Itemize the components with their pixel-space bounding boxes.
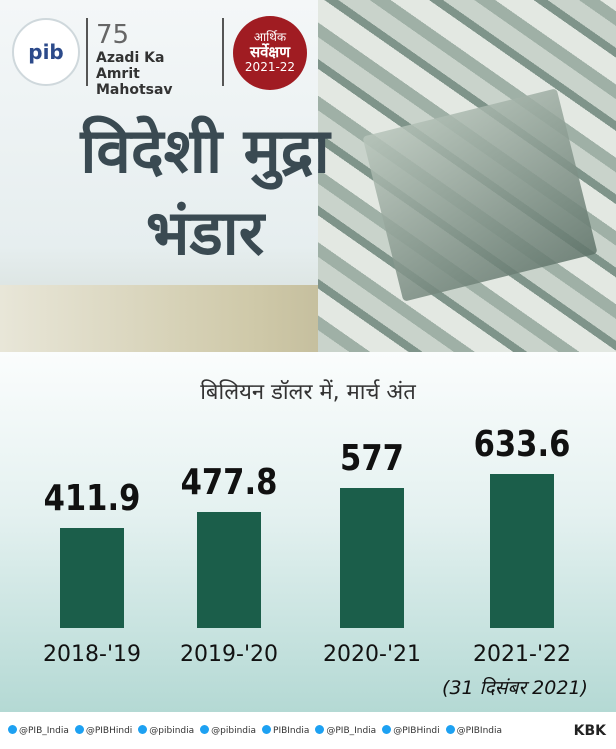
bar [490, 474, 554, 628]
logo-text: Amrit Mahotsav [96, 66, 173, 98]
social-handle: PIBIndia [262, 725, 309, 736]
value-label: 633.6 [473, 424, 571, 466]
azadi-logo: 75 Azadi Ka Amrit Mahotsav [96, 20, 216, 98]
annotation: (31 दिसंबर 2021) [442, 677, 588, 699]
social-handle: @PIB_India [8, 725, 69, 736]
separator [222, 18, 224, 86]
logo-number: 75 [96, 20, 130, 50]
value-label: 477.8 [180, 461, 278, 503]
separator [86, 18, 88, 86]
chart-subtitle: बिलियन डॉलर में, मार्च अंत [200, 380, 416, 405]
logo-text: सर्वेक्षण [249, 43, 291, 61]
x-tick-label: 2020-'21 [323, 642, 421, 667]
social-handle: @PIBHindi [75, 725, 132, 736]
value-label: 411.9 [43, 477, 141, 519]
x-tick-label: 2021-'22 [473, 642, 571, 667]
credit: KBK [573, 722, 606, 739]
survey-logo: आर्थिक सर्वेक्षण 2021-22 [233, 16, 307, 90]
social-handle: @PIB_India [315, 725, 376, 736]
bar [60, 527, 124, 628]
footer: @PIB_India @PIBHindi @pibindia @pibindia PIB… [0, 712, 616, 749]
bar [340, 487, 404, 628]
social-handle: @PIBIndia [446, 725, 502, 736]
x-tick-label: 2018-'19 [43, 642, 141, 667]
social-handle: @pibindia [138, 725, 194, 736]
x-tick-label: 2019-'20 [180, 642, 278, 667]
value-label: 577 [340, 437, 404, 479]
pib-logo: pib [12, 18, 80, 86]
logo-text: आर्थिक [253, 30, 287, 44]
bar [197, 511, 261, 628]
logo-text: Azadi Ka [96, 50, 165, 66]
chart-title: विदेशी मुद्रा भंडार [80, 114, 330, 269]
logo-text: 2021-22 [244, 60, 296, 74]
social-handle: @PIBHindi [382, 725, 439, 736]
social-handle: @pibindia [200, 725, 256, 736]
